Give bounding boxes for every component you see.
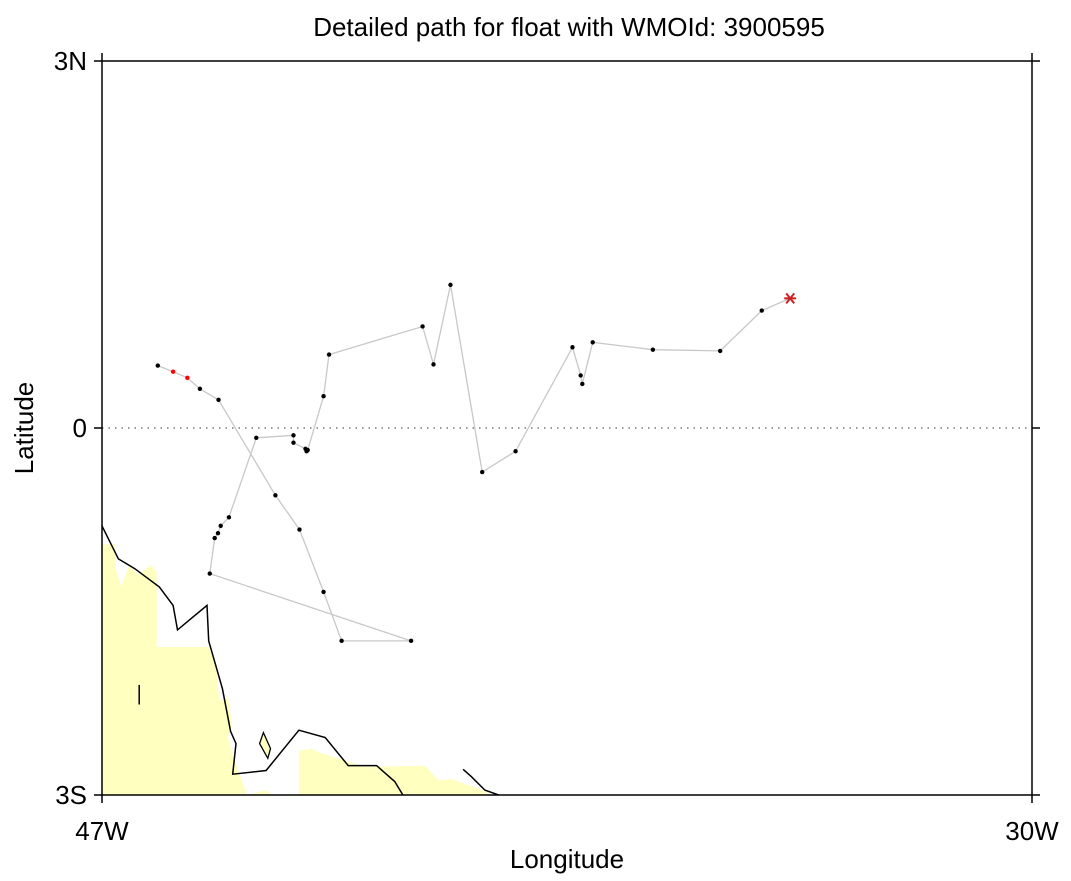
position-point <box>303 446 308 451</box>
position-point <box>215 531 221 536</box>
position-point <box>197 386 203 392</box>
position-point <box>291 440 296 445</box>
position-point <box>420 324 425 329</box>
deployment-star-marker <box>784 292 797 304</box>
float-path-line <box>157 284 791 642</box>
position-point <box>448 282 453 288</box>
position-point <box>273 493 278 498</box>
land-area <box>102 544 247 795</box>
land-area <box>247 790 272 795</box>
position-point <box>226 515 232 520</box>
position-point <box>408 638 414 644</box>
coastline <box>462 768 499 795</box>
position-point <box>580 381 585 387</box>
position-point <box>297 527 302 532</box>
x-tick-label: 47W <box>75 816 129 846</box>
position-point <box>291 433 296 438</box>
highlight-position-point <box>185 375 190 381</box>
y-tick-label: 3N <box>54 46 87 76</box>
position-point <box>759 308 764 313</box>
plot-frame <box>101 60 1033 796</box>
position-point <box>218 523 223 529</box>
position-point <box>570 345 575 350</box>
position-point <box>254 435 259 440</box>
position-point <box>650 347 656 352</box>
position-point <box>212 535 217 541</box>
highlight-position-point <box>170 369 176 374</box>
position-point <box>513 449 518 454</box>
position-point <box>339 638 344 644</box>
coastline <box>102 525 404 795</box>
land-area <box>258 730 272 761</box>
position-point <box>321 393 326 399</box>
position-point <box>590 340 595 345</box>
position-point <box>207 571 212 576</box>
x-axis-label: Longitude <box>510 844 624 874</box>
land-area <box>298 748 491 795</box>
position-point <box>431 362 436 367</box>
position-point <box>578 373 583 378</box>
y-axis-label: Latitude <box>9 382 39 475</box>
position-point <box>326 352 332 357</box>
position-point <box>155 363 160 368</box>
y-tick-label: 0 <box>73 413 87 443</box>
chart-title: Detailed path for float with WMOId: 3900… <box>313 12 825 42</box>
y-tick-label: 3S <box>55 780 87 810</box>
position-point <box>321 589 326 595</box>
map-layer <box>102 525 499 795</box>
position-point <box>480 469 485 475</box>
x-tick-label: 30W <box>1005 816 1059 846</box>
position-point <box>216 397 221 403</box>
position-point <box>717 348 723 354</box>
